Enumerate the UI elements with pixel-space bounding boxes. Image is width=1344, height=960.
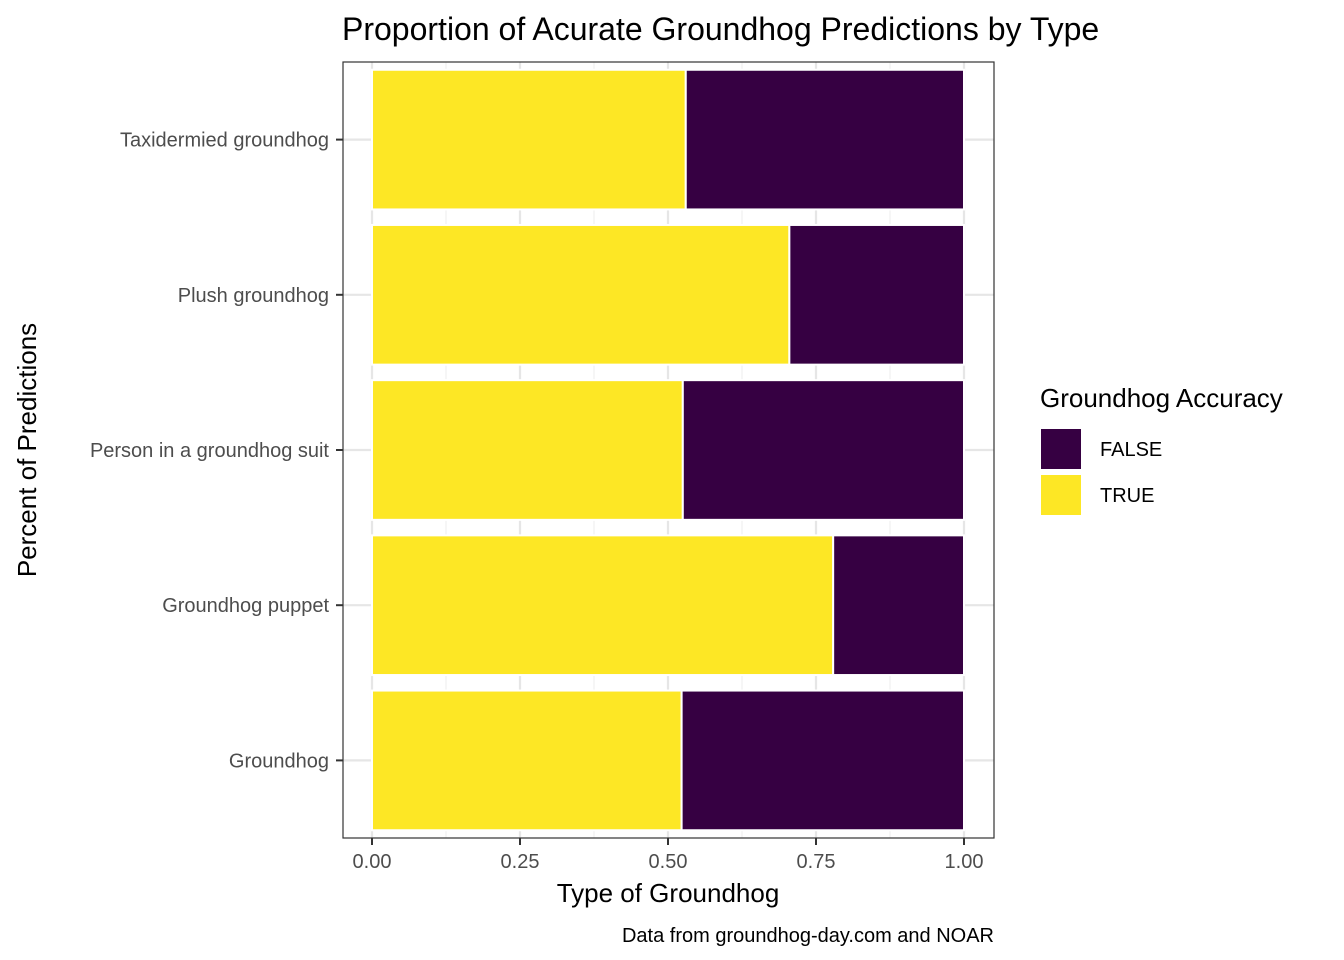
bar-taxidermied-groundhog-true bbox=[371, 68, 687, 211]
y-tick-label: Taxidermied groundhog bbox=[120, 130, 329, 152]
plot-area: Groundhog Groundhog puppet Person in a gro… bbox=[90, 61, 995, 873]
legend-key-true bbox=[1041, 475, 1081, 515]
x-tick-label: 0.00 bbox=[353, 851, 392, 873]
y-tick-label: Groundhog bbox=[229, 750, 329, 772]
y-tick-label: Plush groundhog bbox=[178, 285, 329, 307]
legend-title: Groundhog Accuracy bbox=[1040, 383, 1283, 413]
bar-groundhog-puppet-true bbox=[371, 534, 835, 677]
x-tick-label: 0.25 bbox=[501, 851, 540, 873]
chart-title: Proportion of Acurate Groundhog Predicti… bbox=[342, 11, 1099, 47]
bar-person-in-a-groundhog-suit-true bbox=[371, 379, 684, 521]
y-tick-label: Groundhog puppet bbox=[162, 595, 329, 617]
bar-plush-groundhog-false bbox=[788, 223, 965, 366]
y-axis-title: Percent of Predictions bbox=[12, 323, 42, 577]
bar-groundhog-true bbox=[371, 689, 683, 832]
x-axis-title: Type of Groundhog bbox=[557, 878, 780, 908]
legend-label-true: TRUE bbox=[1100, 485, 1154, 507]
bar-person-in-a-groundhog-suit-false bbox=[681, 379, 965, 521]
bar-groundhog-false bbox=[680, 689, 966, 832]
legend: Groundhog Accuracy FALSE TRUE bbox=[1040, 383, 1283, 515]
y-tick-label: Person in a groundhog suit bbox=[90, 440, 329, 462]
x-tick-label: 0.50 bbox=[649, 851, 688, 873]
bar-plush-groundhog-true bbox=[371, 223, 791, 366]
bar-groundhog-puppet-false bbox=[832, 534, 966, 677]
bar-taxidermied-groundhog-false bbox=[684, 68, 965, 211]
x-tick-label: 1.00 bbox=[945, 851, 984, 873]
x-tick-label: 0.75 bbox=[797, 851, 836, 873]
legend-label-false: FALSE bbox=[1100, 439, 1162, 461]
caption: Data from groundhog-day.com and NOAR bbox=[622, 925, 994, 947]
legend-key-false bbox=[1041, 429, 1081, 469]
